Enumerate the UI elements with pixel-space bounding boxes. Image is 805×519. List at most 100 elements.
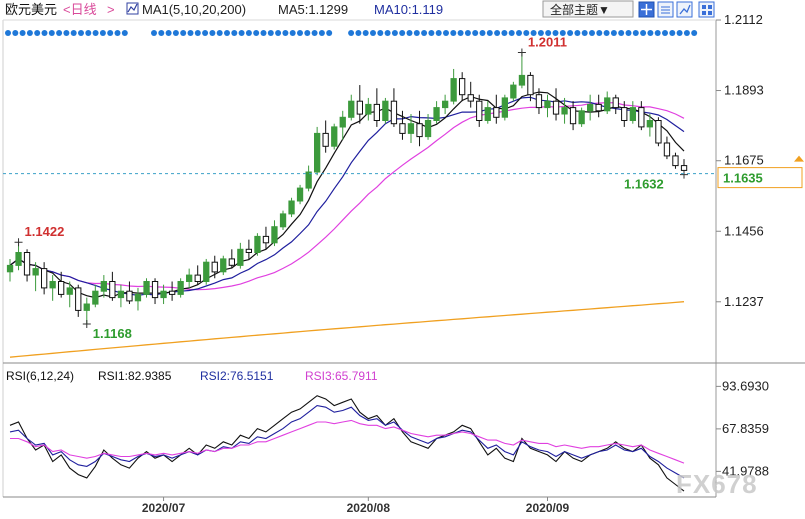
event-dot[interactable] [384,30,391,36]
event-dot[interactable] [158,30,165,36]
event-dot[interactable] [180,30,187,36]
event-dot[interactable] [107,30,114,36]
event-dot[interactable] [596,30,603,36]
event-dot[interactable] [85,30,92,36]
event-dot[interactable] [618,30,625,36]
event-dots-strip [5,30,698,36]
event-dot[interactable] [472,30,479,36]
event-dot[interactable] [151,30,157,36]
event-dot[interactable] [552,30,559,36]
event-dot[interactable] [647,30,654,36]
chart-icon[interactable] [676,1,693,18]
event-dot[interactable] [567,30,574,36]
event-dot[interactable] [194,30,201,36]
event-dot[interactable] [581,30,588,36]
event-dot[interactable] [501,30,508,36]
event-dot[interactable] [574,30,581,36]
event-dot[interactable] [224,30,230,36]
event-dot[interactable] [34,30,41,36]
event-dot[interactable] [297,30,303,36]
event-dot[interactable] [486,30,493,36]
event-dot[interactable] [304,30,311,36]
event-dot[interactable] [421,30,428,36]
event-dot[interactable] [99,30,106,36]
crosshair-icon[interactable] [638,1,655,18]
event-dot[interactable] [282,30,289,36]
event-dot[interactable] [370,30,376,36]
event-dot[interactable] [216,30,223,36]
event-dot[interactable] [63,30,70,36]
event-dot[interactable] [676,30,683,36]
event-dot[interactable] [187,30,194,36]
event-dot[interactable] [165,30,172,36]
event-dot[interactable] [669,30,676,36]
event-dot[interactable] [508,30,515,36]
event-dot[interactable] [202,30,209,36]
event-dot[interactable] [267,30,274,36]
event-dot[interactable] [41,30,48,36]
event-dot[interactable] [70,30,77,36]
event-dot[interactable] [443,30,449,36]
event-dot[interactable] [355,30,362,36]
event-dot[interactable] [377,30,384,36]
event-dot[interactable] [326,30,333,36]
event-dot[interactable] [523,30,530,36]
event-dot[interactable] [450,30,457,36]
event-dot[interactable] [275,30,282,36]
event-dot[interactable] [26,30,33,36]
theme-dropdown[interactable] [542,0,634,18]
event-dot[interactable] [245,30,252,36]
event-dot[interactable] [691,30,698,36]
event-dot[interactable] [406,30,413,36]
event-dot[interactable] [5,30,11,36]
layout-icon[interactable] [657,1,674,18]
period-selector[interactable]: <日线 [63,2,97,17]
event-dot[interactable] [19,30,26,36]
event-dot[interactable] [391,30,398,36]
event-dot[interactable] [662,30,668,36]
event-dot[interactable] [610,30,617,36]
event-dot[interactable] [435,30,442,36]
grid-icon[interactable] [698,1,715,18]
event-dot[interactable] [589,30,595,36]
event-dot[interactable] [464,30,471,36]
event-dot[interactable] [530,30,537,36]
event-dot[interactable] [311,30,318,36]
event-dot[interactable] [654,30,661,36]
event-dot[interactable] [56,30,63,36]
event-dot[interactable] [603,30,610,36]
event-dot[interactable] [231,30,238,36]
event-dot[interactable] [92,30,99,36]
event-dot[interactable] [428,30,435,36]
event-dot[interactable] [413,30,420,36]
event-dot[interactable] [121,30,128,36]
event-dot[interactable] [348,30,355,36]
event-dot[interactable] [209,30,216,36]
event-dot[interactable] [457,30,464,36]
event-dot[interactable] [625,30,632,36]
event-dot[interactable] [114,30,121,36]
event-dot[interactable] [238,30,245,36]
event-dot[interactable] [12,30,19,36]
event-dot[interactable] [318,30,325,36]
event-dot[interactable] [516,30,522,36]
event-dot[interactable] [362,30,369,36]
event-dot[interactable] [172,30,179,36]
event-dot[interactable] [545,30,552,36]
rsi-tick-label: 67.8359 [722,421,769,436]
event-dot[interactable] [399,30,406,36]
next-period-button[interactable]: > [107,2,115,17]
event-dot[interactable] [640,30,647,36]
event-dot[interactable] [559,30,566,36]
event-dot[interactable] [494,30,501,36]
event-dot[interactable] [683,30,690,36]
event-dot[interactable] [537,30,544,36]
event-dot[interactable] [78,30,84,36]
event-dot[interactable] [289,30,296,36]
event-dot[interactable] [260,30,267,36]
event-dot[interactable] [632,30,639,36]
event-dot[interactable] [479,30,486,36]
event-dot[interactable] [253,30,260,36]
candle [211,255,218,279]
event-dot[interactable] [48,30,55,36]
